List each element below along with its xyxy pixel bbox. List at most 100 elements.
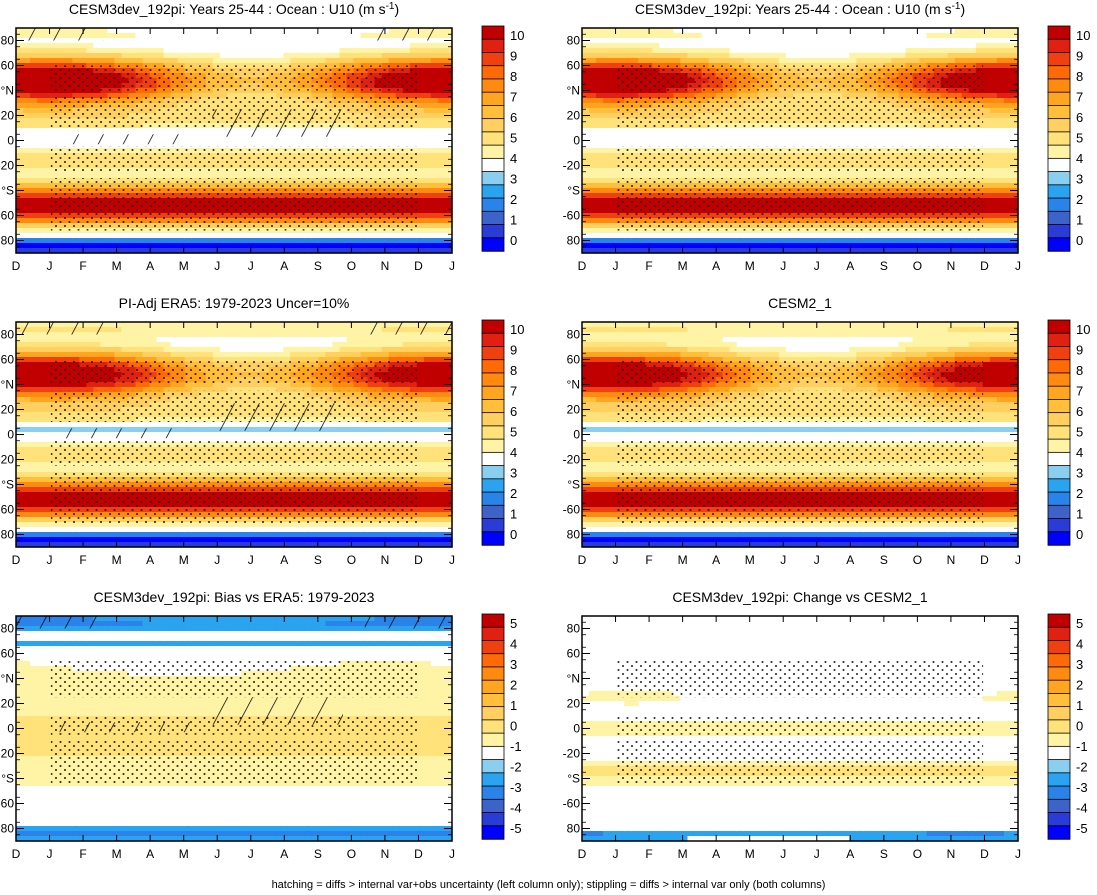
heatmap-cell xyxy=(44,68,52,74)
heatmap-cell xyxy=(388,173,397,179)
heatmap-cell xyxy=(430,113,439,119)
heatmap-cell xyxy=(596,193,604,199)
heatmap-cell xyxy=(603,178,611,184)
heatmap-cell xyxy=(582,148,590,154)
heatmap-cell xyxy=(828,28,836,34)
heatmap-cell xyxy=(814,53,822,59)
heatmap-cell xyxy=(645,53,653,59)
heatmap-cell xyxy=(177,38,186,44)
heatmap-cell xyxy=(163,173,172,179)
heatmap-cell xyxy=(121,48,130,54)
heatmap-cell xyxy=(135,93,144,99)
heatmap-cell xyxy=(58,173,66,179)
heatmap-cell xyxy=(170,243,179,249)
heatmap-cell xyxy=(248,58,256,64)
heatmap-cell xyxy=(891,233,900,239)
heatmap-cell xyxy=(198,128,207,134)
heatmap-cell xyxy=(395,243,404,249)
heatmap-cell xyxy=(416,128,425,134)
heatmap-cell xyxy=(750,43,759,49)
heatmap-cell xyxy=(596,133,604,139)
heatmap-cell xyxy=(582,233,590,239)
heatmap-cell xyxy=(23,198,31,204)
heatmap-cell xyxy=(870,33,878,39)
heatmap-cell xyxy=(23,148,31,154)
heatmap-cell xyxy=(835,143,843,149)
heatmap-cell xyxy=(430,118,439,124)
heatmap-cell xyxy=(423,188,432,194)
heatmap-cell xyxy=(219,138,228,144)
heatmap-cell xyxy=(680,243,689,249)
heatmap-cell xyxy=(23,158,31,164)
heatmap-cell xyxy=(821,48,829,54)
heatmap-cell xyxy=(835,93,843,99)
heatmap-cell xyxy=(318,43,327,49)
heatmap-cell xyxy=(149,48,158,54)
heatmap-cell xyxy=(631,28,639,34)
heatmap-cell xyxy=(30,158,38,164)
heatmap-cell xyxy=(673,133,682,139)
heatmap-cell xyxy=(828,38,836,44)
heatmap-cell xyxy=(778,58,787,64)
heatmap-cell xyxy=(736,48,745,54)
heatmap-cell xyxy=(778,243,787,249)
heatmap-cell xyxy=(65,38,73,44)
heatmap-cell xyxy=(360,53,369,59)
heatmap-cell xyxy=(276,173,284,179)
heatmap-cell xyxy=(198,233,207,239)
heatmap-cell xyxy=(374,133,383,139)
stipple-region xyxy=(50,65,418,91)
heatmap-cell xyxy=(423,138,432,144)
heatmap-cell xyxy=(645,228,653,234)
heatmap-cell xyxy=(743,28,752,34)
heatmap-cell xyxy=(652,43,660,49)
heatmap-cell xyxy=(416,213,425,219)
heatmap-cell xyxy=(395,43,404,49)
heatmap-cell xyxy=(16,233,24,239)
heatmap-cell xyxy=(659,233,667,239)
heatmap-cell xyxy=(346,138,355,144)
heatmap-cell xyxy=(30,243,38,249)
heatmap-cell xyxy=(631,43,639,49)
heatmap-cell xyxy=(402,43,411,49)
heatmap-cell xyxy=(58,243,66,249)
heatmap-cell xyxy=(262,138,270,144)
heatmap-cell xyxy=(346,43,355,49)
heatmap-cell xyxy=(30,83,38,89)
heatmap-cell xyxy=(729,228,738,234)
heatmap-cell xyxy=(842,33,850,39)
heatmap-cell xyxy=(750,53,759,59)
heatmap-cell xyxy=(416,93,425,99)
heatmap-cell xyxy=(297,93,305,99)
heatmap-cell xyxy=(610,223,618,229)
heatmap-cell xyxy=(212,248,221,254)
heatmap-cell xyxy=(388,53,397,59)
heatmap-cell xyxy=(596,203,604,209)
heatmap-cell xyxy=(722,243,731,249)
heatmap-cell xyxy=(792,48,801,54)
heatmap-cell xyxy=(589,103,597,109)
heatmap-cell xyxy=(673,43,682,49)
heatmap-cell xyxy=(423,158,432,164)
heatmap-cell xyxy=(437,163,446,169)
heatmap-cell xyxy=(666,143,675,149)
heatmap-cell xyxy=(234,28,242,34)
heatmap-cell xyxy=(353,58,362,64)
heatmap-cell xyxy=(680,28,689,34)
heatmap-cell xyxy=(437,243,446,249)
heatmap-cell xyxy=(339,128,348,134)
heatmap-cell xyxy=(617,248,625,254)
heatmap-cell xyxy=(610,108,618,114)
heatmap-cell xyxy=(645,33,653,39)
heatmap-cell xyxy=(156,28,165,34)
heatmap-cell xyxy=(93,38,101,44)
heatmap-cell xyxy=(402,38,411,44)
heatmap-cell xyxy=(589,98,597,104)
heatmap-cell xyxy=(16,93,24,99)
heatmap-cell xyxy=(444,228,453,234)
heatmap-cell xyxy=(430,123,439,129)
heatmap-cell xyxy=(884,133,893,139)
heatmap-cell xyxy=(722,53,731,59)
heatmap-cell xyxy=(100,248,109,254)
